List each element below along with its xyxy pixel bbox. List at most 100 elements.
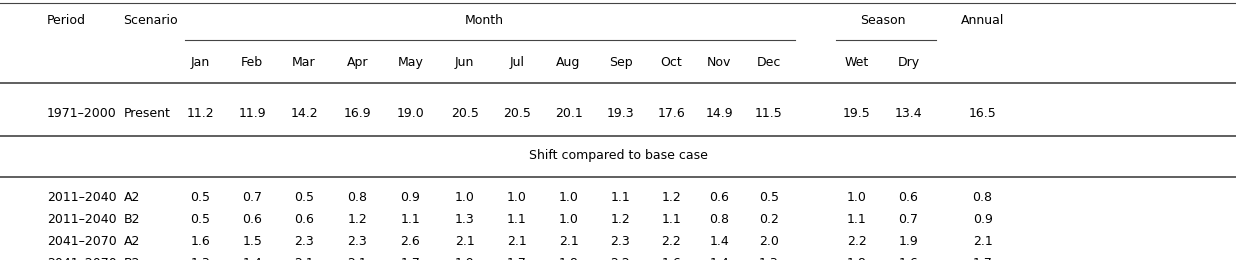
Text: 0.7: 0.7 [242, 191, 262, 204]
Text: 1.0: 1.0 [847, 191, 866, 204]
Text: Annual: Annual [960, 14, 1005, 27]
Text: 1.7: 1.7 [973, 257, 993, 260]
Text: Dry: Dry [897, 56, 920, 69]
Text: 1.0: 1.0 [507, 191, 527, 204]
Text: 16.9: 16.9 [344, 107, 371, 120]
Text: 1.4: 1.4 [242, 257, 262, 260]
Text: 2.1: 2.1 [455, 235, 475, 248]
Text: 1.8: 1.8 [847, 257, 866, 260]
Text: A2: A2 [124, 235, 140, 248]
Text: Wet: Wet [844, 56, 869, 69]
Text: 17.6: 17.6 [658, 107, 685, 120]
Text: 1.4: 1.4 [709, 257, 729, 260]
Text: Period: Period [47, 14, 87, 27]
Text: 1.1: 1.1 [611, 191, 630, 204]
Text: 1.2: 1.2 [661, 191, 681, 204]
Text: Aug: Aug [556, 56, 581, 69]
Text: 2.1: 2.1 [347, 257, 367, 260]
Text: 0.8: 0.8 [347, 191, 367, 204]
Text: 2.0: 2.0 [759, 235, 779, 248]
Text: 2011–2040: 2011–2040 [47, 191, 116, 204]
Text: 1.7: 1.7 [400, 257, 420, 260]
Text: Month: Month [465, 14, 504, 27]
Text: 2.2: 2.2 [611, 257, 630, 260]
Text: B2: B2 [124, 257, 140, 260]
Text: 1.6: 1.6 [190, 235, 210, 248]
Text: 2.2: 2.2 [661, 235, 681, 248]
Text: 0.6: 0.6 [709, 191, 729, 204]
Text: 0.7: 0.7 [899, 213, 918, 226]
Text: 1.3: 1.3 [455, 213, 475, 226]
Text: 0.9: 0.9 [400, 191, 420, 204]
Text: 0.6: 0.6 [242, 213, 262, 226]
Text: Shift compared to base case: Shift compared to base case [529, 150, 707, 162]
Text: 19.5: 19.5 [843, 107, 870, 120]
Text: 2.2: 2.2 [847, 235, 866, 248]
Text: 19.3: 19.3 [607, 107, 634, 120]
Text: 1.2: 1.2 [611, 213, 630, 226]
Text: 0.8: 0.8 [709, 213, 729, 226]
Text: 1.1: 1.1 [661, 213, 681, 226]
Text: 2.1: 2.1 [559, 235, 578, 248]
Text: Season: Season [860, 14, 905, 27]
Text: 0.5: 0.5 [190, 191, 210, 204]
Text: 11.5: 11.5 [755, 107, 782, 120]
Text: 1.9: 1.9 [455, 257, 475, 260]
Text: 1.0: 1.0 [455, 191, 475, 204]
Text: Oct: Oct [660, 56, 682, 69]
Text: 1971–2000: 1971–2000 [47, 107, 116, 120]
Text: 2.3: 2.3 [347, 235, 367, 248]
Text: 20.5: 20.5 [503, 107, 530, 120]
Text: 0.8: 0.8 [973, 191, 993, 204]
Text: 1.8: 1.8 [559, 257, 578, 260]
Text: 1.0: 1.0 [559, 213, 578, 226]
Text: 1.2: 1.2 [347, 213, 367, 226]
Text: Nov: Nov [707, 56, 732, 69]
Text: 20.5: 20.5 [451, 107, 478, 120]
Text: May: May [398, 56, 423, 69]
Text: 2011–2040: 2011–2040 [47, 213, 116, 226]
Text: 0.6: 0.6 [899, 191, 918, 204]
Text: 0.5: 0.5 [759, 191, 779, 204]
Text: Dec: Dec [756, 56, 781, 69]
Text: 2041–2070: 2041–2070 [47, 257, 116, 260]
Text: 2.3: 2.3 [294, 235, 314, 248]
Text: 1.1: 1.1 [400, 213, 420, 226]
Text: 2.6: 2.6 [400, 235, 420, 248]
Text: 16.5: 16.5 [969, 107, 996, 120]
Text: B2: B2 [124, 213, 140, 226]
Text: 1.3: 1.3 [759, 257, 779, 260]
Text: 11.9: 11.9 [239, 107, 266, 120]
Text: 1.0: 1.0 [559, 191, 578, 204]
Text: 2.1: 2.1 [973, 235, 993, 248]
Text: 0.5: 0.5 [190, 213, 210, 226]
Text: 1.6: 1.6 [661, 257, 681, 260]
Text: 19.0: 19.0 [397, 107, 424, 120]
Text: Sep: Sep [608, 56, 633, 69]
Text: 1.7: 1.7 [507, 257, 527, 260]
Text: 1.3: 1.3 [190, 257, 210, 260]
Text: Jul: Jul [509, 56, 524, 69]
Text: Scenario: Scenario [124, 14, 178, 27]
Text: 11.2: 11.2 [187, 107, 214, 120]
Text: A2: A2 [124, 191, 140, 204]
Text: 0.2: 0.2 [759, 213, 779, 226]
Text: 2.1: 2.1 [507, 235, 527, 248]
Text: Present: Present [124, 107, 171, 120]
Text: 2041–2070: 2041–2070 [47, 235, 116, 248]
Text: 2.1: 2.1 [294, 257, 314, 260]
Text: 0.5: 0.5 [294, 191, 314, 204]
Text: 0.9: 0.9 [973, 213, 993, 226]
Text: 1.4: 1.4 [709, 235, 729, 248]
Text: 0.6: 0.6 [294, 213, 314, 226]
Text: 14.2: 14.2 [290, 107, 318, 120]
Text: 2.3: 2.3 [611, 235, 630, 248]
Text: 20.1: 20.1 [555, 107, 582, 120]
Text: Feb: Feb [241, 56, 263, 69]
Text: Jun: Jun [455, 56, 475, 69]
Text: 1.5: 1.5 [242, 235, 262, 248]
Text: Mar: Mar [292, 56, 316, 69]
Text: 14.9: 14.9 [706, 107, 733, 120]
Text: Jan: Jan [190, 56, 210, 69]
Text: Apr: Apr [346, 56, 368, 69]
